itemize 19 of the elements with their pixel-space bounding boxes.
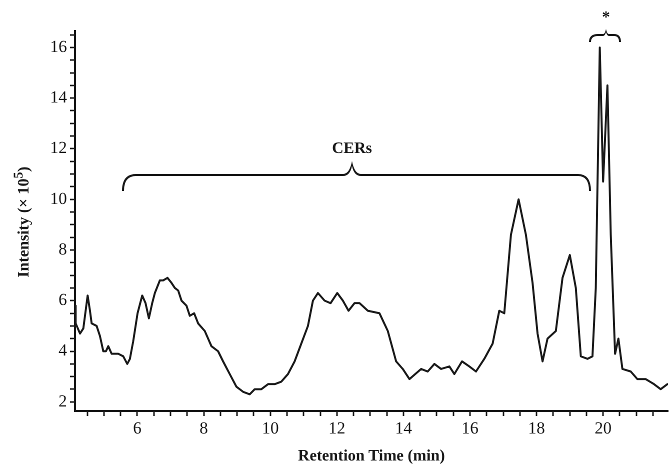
y-tick-label: 16 — [50, 36, 67, 56]
x-tick-label: 14 — [394, 418, 412, 438]
x-tick-label: 18 — [528, 418, 546, 438]
x-tick-label: 8 — [200, 418, 208, 438]
text: * — [602, 9, 610, 26]
y-tick-label: 2 — [58, 391, 67, 410]
y-tick-label: 6 — [58, 290, 67, 310]
y-tick-label: 4 — [58, 340, 68, 360]
x-tick-label: 12 — [328, 418, 346, 438]
x-tick-label: 6 — [132, 418, 142, 438]
x-tick-label: 20 — [594, 418, 612, 438]
x-tick-label: 10 — [262, 418, 279, 438]
annotation: CERs — [332, 140, 372, 157]
x-axis-title: Retention Time (min) — [298, 448, 445, 465]
y-tick-label: 10 — [50, 188, 67, 208]
y-tick-label: 12 — [50, 138, 67, 158]
x-tick-label: 16 — [462, 418, 478, 438]
y-tick-label: 8 — [58, 239, 67, 258]
y-tick-label: 14 — [50, 88, 68, 107]
